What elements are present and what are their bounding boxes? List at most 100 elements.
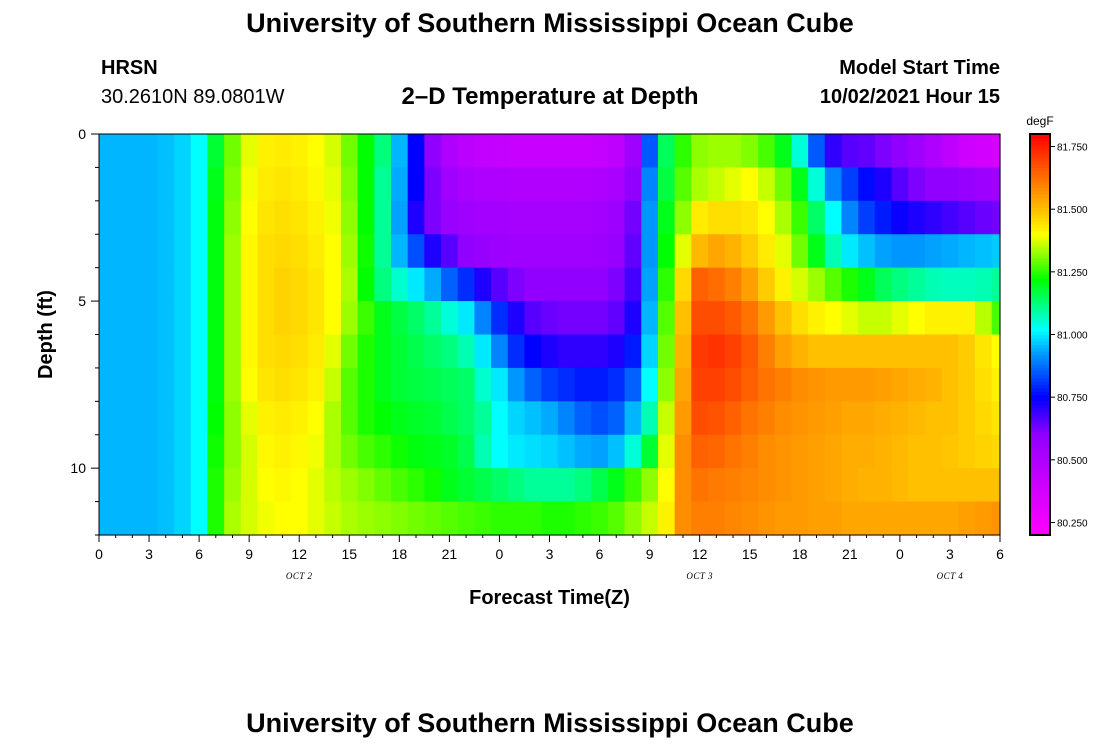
heatmap-cell bbox=[290, 167, 309, 202]
heatmap-cell bbox=[824, 468, 843, 503]
x-tick-label: 15 bbox=[341, 546, 357, 562]
heatmap-cell bbox=[407, 401, 425, 436]
heatmap-cell bbox=[157, 367, 175, 402]
date-labels: OCT 2 OCT 3 OCT 4 bbox=[286, 571, 963, 581]
heatmap-cell bbox=[174, 401, 192, 436]
heatmap-cell bbox=[774, 334, 793, 369]
heatmap-cell bbox=[774, 267, 793, 302]
heatmap-cell bbox=[390, 501, 409, 536]
heatmap-cell bbox=[190, 200, 209, 235]
heatmap-cell bbox=[474, 401, 492, 436]
y-tick-label: 5 bbox=[78, 293, 86, 309]
heatmap-cell bbox=[257, 434, 275, 469]
heatmap-cell bbox=[307, 167, 325, 202]
heatmap-cell bbox=[240, 468, 259, 503]
heatmap-cell bbox=[991, 134, 1001, 169]
heatmap-cell bbox=[290, 468, 309, 503]
heatmap-cell bbox=[791, 501, 809, 536]
colorbar-segment bbox=[1030, 240, 1050, 245]
heatmap-cell bbox=[641, 434, 659, 469]
colorbar-segment bbox=[1030, 184, 1050, 188]
heatmap-cell bbox=[257, 334, 275, 369]
colorbar-unit-label: degF bbox=[1026, 114, 1053, 128]
heatmap-cell bbox=[808, 434, 826, 469]
heatmap-cell bbox=[307, 134, 325, 169]
heatmap-cell bbox=[541, 367, 559, 402]
heatmap-cell bbox=[841, 267, 859, 302]
heatmap-cell bbox=[424, 134, 442, 169]
heatmap-cell bbox=[107, 200, 125, 235]
heatmap-cell bbox=[524, 134, 542, 169]
colorbar-segment bbox=[1030, 284, 1050, 289]
heatmap-cell bbox=[357, 367, 375, 402]
heatmap-cell bbox=[758, 267, 776, 302]
colorbar-segment bbox=[1030, 491, 1050, 496]
colorbar-segment bbox=[1030, 244, 1050, 249]
heatmap-cell bbox=[407, 200, 425, 235]
heatmap-cell bbox=[591, 267, 609, 302]
heatmap-cell bbox=[507, 468, 526, 503]
page-title: University of Southern Mississippi Ocean… bbox=[246, 8, 854, 38]
heatmap-cell bbox=[874, 468, 893, 503]
heatmap-cell bbox=[474, 434, 492, 469]
heatmap-cell bbox=[99, 434, 108, 469]
heatmap-cell bbox=[524, 200, 542, 235]
heatmap-cell bbox=[941, 468, 959, 503]
heatmap-cell bbox=[99, 334, 108, 369]
heatmap-cell bbox=[190, 401, 209, 436]
colorbar-segment bbox=[1030, 230, 1050, 235]
heatmap-cell bbox=[741, 234, 759, 269]
heatmap-cell bbox=[541, 301, 559, 336]
heatmap-cell bbox=[674, 434, 692, 469]
heatmap-cell bbox=[140, 334, 158, 369]
heatmap-cell bbox=[441, 334, 459, 369]
heatmap-cell bbox=[140, 501, 158, 536]
heatmap-cell bbox=[441, 501, 459, 536]
heatmap-cell bbox=[874, 401, 893, 436]
heatmap-cell bbox=[874, 200, 893, 235]
heatmap-cell bbox=[374, 200, 392, 235]
heatmap-cell bbox=[891, 367, 909, 402]
colorbar-segment bbox=[1030, 411, 1050, 416]
colorbar-segment bbox=[1030, 210, 1050, 215]
heatmap-cell bbox=[307, 401, 325, 436]
heatmap-cell bbox=[841, 200, 859, 235]
colorbar-segment bbox=[1030, 134, 1050, 138]
heatmap-cell bbox=[607, 200, 626, 235]
colorbar-segment bbox=[1030, 354, 1050, 359]
heatmap-cell bbox=[541, 167, 559, 202]
heatmap-cell bbox=[758, 501, 776, 536]
colorbar-segment bbox=[1030, 167, 1050, 172]
heatmap-cell bbox=[224, 468, 242, 503]
colorbar-tick-label: 81.250 bbox=[1057, 268, 1088, 279]
x-tick-label: 21 bbox=[842, 546, 858, 562]
heatmap-cell bbox=[758, 334, 776, 369]
heatmap-cell bbox=[507, 401, 526, 436]
heatmap-cell bbox=[741, 267, 759, 302]
heatmap-cell bbox=[574, 301, 592, 336]
heatmap-cell bbox=[290, 401, 309, 436]
heatmap-cell bbox=[641, 234, 659, 269]
heatmap-cell bbox=[974, 434, 993, 469]
heatmap-cell bbox=[891, 301, 909, 336]
heatmap-cell bbox=[190, 267, 209, 302]
heatmap-cell bbox=[140, 367, 158, 402]
heatmap-cell bbox=[791, 334, 809, 369]
heatmap-cell bbox=[224, 234, 242, 269]
heatmap-cell bbox=[874, 234, 893, 269]
heatmap-cell bbox=[240, 367, 259, 402]
colorbar-segment bbox=[1030, 408, 1050, 412]
heatmap-cell bbox=[441, 200, 459, 235]
heatmap-cell bbox=[507, 301, 526, 336]
heatmap-cell bbox=[724, 367, 742, 402]
heatmap-cell bbox=[874, 267, 893, 302]
heatmap-cell bbox=[808, 401, 826, 436]
heatmap-cell bbox=[691, 234, 709, 269]
heatmap-cell bbox=[758, 200, 776, 235]
heatmap-cell bbox=[574, 468, 592, 503]
heatmap-cell bbox=[491, 301, 509, 336]
heatmap-cell bbox=[474, 367, 492, 402]
colorbar-segment bbox=[1030, 267, 1050, 272]
heatmap-cell bbox=[541, 234, 559, 269]
